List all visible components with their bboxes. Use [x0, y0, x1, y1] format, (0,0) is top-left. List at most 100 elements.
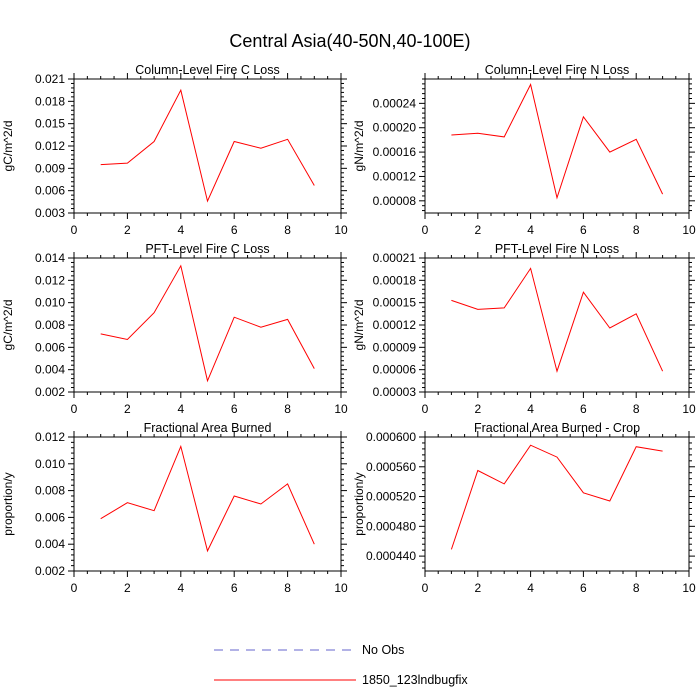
x-tick-label: 2 — [474, 581, 481, 595]
x-tick-label: 10 — [682, 223, 696, 237]
figure-title: Central Asia(40-50N,40-100E) — [229, 31, 470, 51]
x-tick-label: 0 — [71, 402, 78, 416]
legend-label-no-obs: No Obs — [362, 643, 404, 657]
series-line-1850_123lndbugfix — [100, 444, 315, 553]
x-tick-label: 6 — [231, 402, 238, 416]
y-tick-label: 0.000520 — [366, 490, 416, 504]
panel-title: PFT-Level Fire N Loss — [495, 242, 619, 256]
x-tick-label: 2 — [124, 402, 131, 416]
series-line-1850_123lndbugfix — [451, 267, 664, 373]
chart-panel-5: Fractional Area Burned 0 2 4 6 8 10 0.002 0.004 0… — [1, 421, 348, 595]
x-tick-label: 4 — [527, 581, 534, 595]
chart-panel-4: PFT-Level Fire N Loss 0 2 4 6 8 10 0.00003 0.000… — [352, 242, 696, 416]
x-tick-label: 4 — [177, 223, 184, 237]
y-tick-label: 0.008 — [35, 318, 65, 332]
y-tick-label: 0.012 — [35, 430, 65, 444]
panel-title: PFT-Level Fire C Loss — [145, 242, 269, 256]
x-tick-label: 8 — [633, 581, 640, 595]
plot-frame — [424, 78, 690, 214]
x-tick-label: 0 — [71, 223, 78, 237]
y-tick-label: 0.00003 — [373, 385, 417, 399]
panel-title: Fractional Area Burned - Crop — [474, 421, 640, 435]
y-tick-label: 0.002 — [35, 564, 65, 578]
plot-frame — [73, 257, 342, 393]
chart-panel-3: PFT-Level Fire C Loss 0 2 4 6 8 10 0.002 0.004 0.… — [1, 242, 348, 416]
x-tick-label: 0 — [422, 223, 429, 237]
x-tick-label: 8 — [284, 402, 291, 416]
y-tick-label: 0.021 — [35, 72, 65, 86]
series-line-1850_123lndbugfix — [100, 88, 315, 203]
x-tick-label: 6 — [580, 223, 587, 237]
x-tick-label: 6 — [231, 581, 238, 595]
y-tick-label: 0.003 — [35, 206, 65, 220]
y-tick-label: 0.00006 — [373, 363, 417, 377]
series-line-1850_123lndbugfix — [450, 444, 663, 550]
x-tick-label: 0 — [71, 581, 78, 595]
x-tick-label: 0 — [422, 402, 429, 416]
legend: No Obs 1850_123lndbugfix — [214, 643, 468, 687]
y-tick-label: 0.010 — [35, 296, 65, 310]
x-tick-label: 6 — [580, 402, 587, 416]
x-tick-label: 2 — [474, 223, 481, 237]
plot-frame — [73, 78, 342, 214]
y-tick-label: 0.014 — [35, 251, 65, 265]
y-tick-label: 0.000560 — [366, 460, 416, 474]
y-tick-label: 0.006 — [35, 184, 65, 198]
y-tick-label: 0.00024 — [373, 96, 417, 110]
y-tick-label: 0.012 — [35, 273, 65, 287]
y-tick-label: 0.018 — [35, 94, 65, 108]
series-line-1850_123lndbugfix — [451, 83, 664, 200]
panels-group: Column-Level Fire C Loss 0 2 4 6 8 10 0.003 0.00… — [1, 63, 696, 595]
y-axis-label: gC/m^2/d — [1, 300, 15, 351]
chart-panel-1: Column-Level Fire C Loss 0 2 4 6 8 10 0.003 0.00… — [1, 63, 348, 237]
x-tick-label: 2 — [124, 223, 131, 237]
y-tick-label: 0.015 — [35, 117, 65, 131]
x-tick-label: 8 — [633, 402, 640, 416]
y-tick-label: 0.000480 — [366, 519, 416, 533]
y-tick-label: 0.008 — [35, 484, 65, 498]
panel-title: Column-Level Fire C Loss — [135, 63, 280, 77]
y-tick-label: 0.00018 — [373, 273, 417, 287]
x-tick-label: 6 — [580, 581, 587, 595]
x-tick-label: 8 — [284, 581, 291, 595]
y-axis-label: proportion/y — [352, 472, 366, 535]
y-tick-label: 0.00016 — [373, 145, 417, 159]
panel-title: Column-Level Fire N Loss — [485, 63, 630, 77]
x-tick-label: 4 — [177, 581, 184, 595]
x-tick-label: 4 — [527, 223, 534, 237]
y-tick-label: 0.006 — [35, 340, 65, 354]
y-axis-label: gC/m^2/d — [1, 121, 15, 172]
x-tick-label: 2 — [474, 402, 481, 416]
y-tick-label: 0.000440 — [366, 549, 416, 563]
x-tick-label: 2 — [124, 581, 131, 595]
y-tick-label: 0.006 — [35, 510, 65, 524]
x-tick-label: 4 — [177, 402, 184, 416]
y-tick-label: 0.00009 — [373, 340, 417, 354]
y-tick-label: 0.004 — [35, 537, 65, 551]
x-tick-label: 10 — [334, 402, 348, 416]
y-tick-label: 0.010 — [35, 457, 65, 471]
y-tick-label: 0.00012 — [373, 169, 417, 183]
x-tick-label: 8 — [284, 223, 291, 237]
x-tick-label: 10 — [334, 581, 348, 595]
x-tick-label: 10 — [334, 223, 348, 237]
y-tick-label: 0.012 — [35, 139, 65, 153]
y-axis-label: proportion/y — [1, 472, 15, 535]
x-tick-label: 4 — [527, 402, 534, 416]
y-tick-label: 0.00008 — [373, 194, 417, 208]
y-tick-label: 0.00012 — [373, 318, 417, 332]
y-tick-label: 0.009 — [35, 161, 65, 175]
y-tick-label: 0.00021 — [373, 251, 417, 265]
y-tick-label: 0.00020 — [373, 121, 417, 135]
y-axis-label: gN/m^2/d — [352, 300, 366, 351]
x-tick-label: 8 — [633, 223, 640, 237]
series-line-1850_123lndbugfix — [100, 264, 315, 383]
y-tick-label: 0.004 — [35, 363, 65, 377]
panel-title: Fractional Area Burned — [144, 421, 272, 435]
legend-label-series: 1850_123lndbugfix — [362, 673, 468, 687]
x-tick-label: 10 — [682, 402, 696, 416]
y-tick-label: 0.002 — [35, 385, 65, 399]
x-tick-label: 6 — [231, 223, 238, 237]
x-tick-label: 10 — [682, 581, 696, 595]
